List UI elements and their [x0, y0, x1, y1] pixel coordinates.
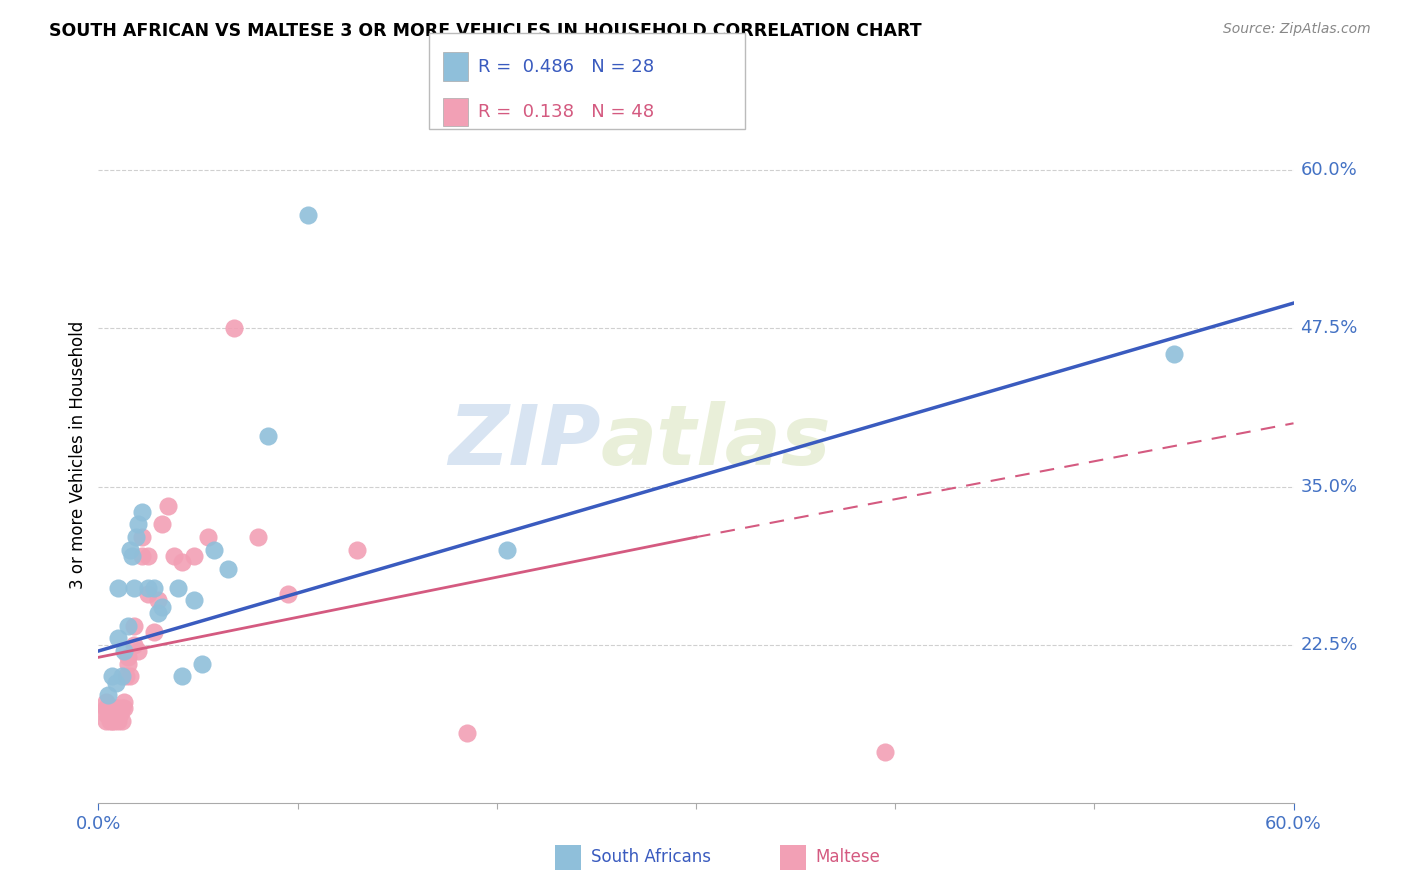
Point [105, 675, 128, 690]
Point [107, 714, 129, 728]
Point [346, 542, 368, 557]
Point [96, 701, 118, 715]
Text: 60.0%: 60.0% [1301, 161, 1357, 179]
Point [124, 638, 146, 652]
Text: Source: ZipAtlas.com: Source: ZipAtlas.com [1223, 22, 1371, 37]
Point [117, 618, 139, 632]
Point [125, 530, 148, 544]
Point [112, 695, 135, 709]
Point [127, 644, 149, 658]
Point [101, 707, 124, 722]
Point [191, 657, 214, 671]
Point [148, 593, 170, 607]
Text: 35.0%: 35.0% [1301, 477, 1358, 496]
Point [222, 321, 245, 335]
Point [117, 657, 139, 671]
Point [202, 542, 225, 557]
Point [105, 701, 128, 715]
Point [103, 707, 125, 722]
Point [183, 593, 205, 607]
Point [97, 707, 120, 722]
Text: South Africans: South Africans [591, 848, 710, 866]
Point [101, 714, 124, 728]
Point [127, 517, 149, 532]
Text: ZIP: ZIP [447, 401, 600, 482]
Text: SOUTH AFRICAN VS MALTESE 3 OR MORE VEHICLES IN HOUSEHOLD CORRELATION CHART: SOUTH AFRICAN VS MALTESE 3 OR MORE VEHIC… [49, 22, 922, 40]
Point [197, 530, 219, 544]
Point [107, 632, 129, 646]
Point [98, 714, 122, 728]
Point [143, 625, 166, 640]
Point [136, 581, 159, 595]
Point [115, 669, 138, 683]
Point [120, 542, 142, 557]
Point [136, 549, 159, 563]
Point [143, 581, 166, 595]
Point [256, 429, 278, 443]
Point [117, 650, 139, 665]
Point [111, 701, 134, 715]
Point [97, 688, 120, 702]
Point [96, 707, 118, 722]
Point [120, 669, 142, 683]
Point [103, 714, 125, 728]
Point [121, 549, 143, 563]
Point [131, 505, 153, 519]
Point [495, 542, 517, 557]
Point [101, 669, 124, 683]
Point [107, 707, 129, 722]
Point [172, 556, 194, 570]
Text: R =  0.486   N = 28: R = 0.486 N = 28 [478, 58, 654, 76]
Text: 22.5%: 22.5% [1301, 636, 1358, 654]
Point [124, 618, 146, 632]
Point [96, 695, 118, 709]
Point [105, 707, 128, 722]
Point [96, 714, 118, 728]
Point [107, 701, 129, 715]
Point [111, 669, 134, 683]
Point [110, 707, 132, 722]
Point [150, 599, 173, 614]
Point [1163, 347, 1185, 361]
Point [148, 606, 170, 620]
Point [217, 562, 239, 576]
Text: Maltese: Maltese [815, 848, 880, 866]
Point [136, 587, 159, 601]
Y-axis label: 3 or more Vehicles in Household: 3 or more Vehicles in Household [69, 321, 87, 589]
Point [101, 701, 124, 715]
Text: 47.5%: 47.5% [1301, 319, 1358, 337]
Point [277, 587, 299, 601]
Point [96, 701, 118, 715]
Point [98, 707, 122, 722]
Point [875, 745, 897, 759]
Point [124, 581, 146, 595]
Point [183, 549, 205, 563]
Point [167, 581, 190, 595]
Point [163, 549, 186, 563]
Point [150, 517, 173, 532]
Text: atlas: atlas [600, 401, 831, 482]
Text: R =  0.138   N = 48: R = 0.138 N = 48 [478, 103, 654, 121]
Point [111, 714, 134, 728]
Point [112, 701, 135, 715]
Point [157, 499, 180, 513]
Point [112, 644, 135, 658]
Point [172, 669, 194, 683]
Point [131, 549, 153, 563]
Point [297, 208, 319, 222]
Point [456, 726, 478, 740]
Point [131, 530, 153, 544]
Point [107, 581, 129, 595]
Point [246, 530, 269, 544]
